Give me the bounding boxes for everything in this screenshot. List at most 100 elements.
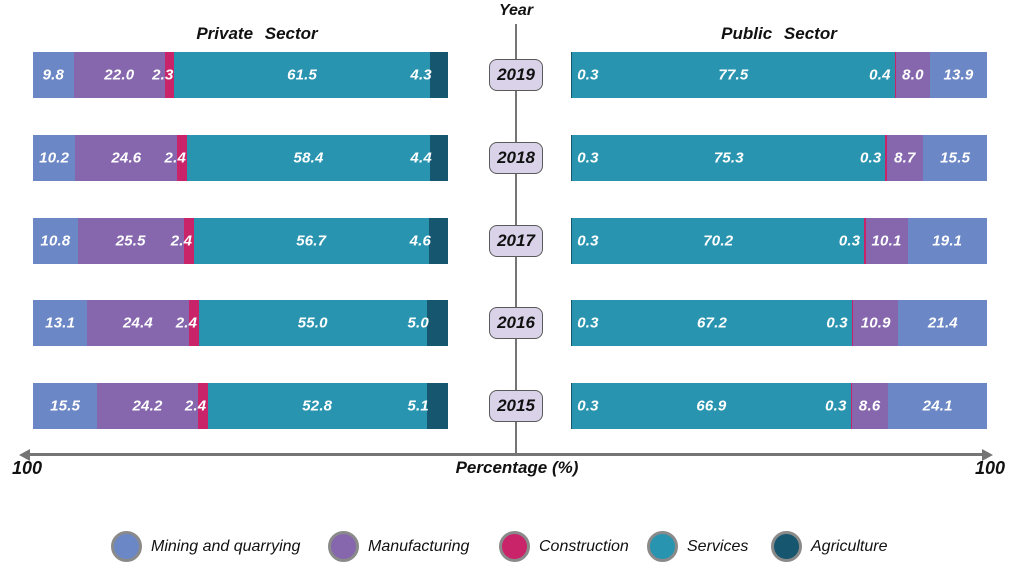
private-services-value-label: 61.5	[287, 66, 318, 84]
legend-label: Manufacturing	[368, 537, 470, 555]
public-manufacturing-segment: 8.7	[886, 135, 923, 181]
legend-label: Services	[687, 537, 749, 555]
public-manufacturing-value-label: 10.9	[860, 314, 891, 332]
private-manufacturing-value-label: 22.0	[104, 66, 135, 84]
private-agriculture-value-label: 4.3	[410, 66, 432, 84]
axis-max-right: 100	[974, 458, 1005, 478]
private-services-segment: 56.7	[193, 218, 429, 264]
private-manufacturing-segment: 24.4	[87, 300, 189, 346]
private-sector-bar-2018: 10.2 24.6 2.4 58.4 4.4	[33, 135, 448, 181]
private-manufacturing-value-label: 24.2	[132, 397, 163, 415]
year-axis-title: Year	[498, 2, 534, 19]
public-agriculture-segment: 0.3	[571, 218, 598, 264]
public-mining-segment: 24.1	[887, 383, 987, 429]
legend-label: Agriculture	[811, 537, 888, 555]
public-construction-value-label: 0.3	[838, 232, 861, 250]
private-sector-bar-2019: 9.8 22.0 2.3 61.5 4.3	[33, 52, 448, 98]
private-construction-segment: 2.4	[165, 135, 188, 181]
public-mining-value-label: 19.1	[932, 232, 963, 250]
legend-item-construction: Construction	[499, 531, 629, 562]
public-construction-segment: 0.3	[826, 300, 854, 346]
public-manufacturing-segment: 10.9	[853, 300, 899, 346]
private-manufacturing-segment: 25.5	[77, 218, 184, 264]
manufacturing-swatch-icon	[328, 531, 359, 562]
public-agriculture-value-label: 0.3	[577, 149, 599, 167]
public-construction-value-label: 0.4	[869, 66, 891, 84]
public-agriculture-value-label: 0.3	[577, 66, 599, 84]
construction-swatch-icon	[499, 531, 530, 562]
private-manufacturing-value-label: 24.4	[122, 314, 153, 332]
axis-arrow-right-icon	[982, 448, 993, 461]
private-manufacturing-segment: 22.0	[73, 52, 165, 98]
public-manufacturing-segment: 8.6	[851, 383, 888, 429]
private-sector-title: Private Sector	[196, 24, 318, 43]
year-label-2018: 2018	[489, 142, 543, 174]
public-construction-segment: 0.4	[869, 52, 897, 98]
public-manufacturing-value-label: 10.1	[871, 232, 902, 250]
axis-max-left: 100	[12, 458, 43, 478]
private-agriculture-value-label: 5.1	[407, 397, 429, 415]
private-mining-value-label: 13.1	[45, 314, 76, 332]
legend-item-manufacturing: Manufacturing	[328, 531, 469, 562]
public-construction-value-label: 0.3	[826, 314, 848, 332]
public-services-value-label: 70.2	[703, 232, 734, 250]
public-agriculture-value-label: 0.3	[577, 397, 599, 415]
private-manufacturing-value-label: 24.6	[111, 149, 142, 167]
private-agriculture-value-label: 4.6	[409, 232, 432, 250]
private-mining-segment: 15.5	[33, 383, 98, 429]
public-mining-value-label: 13.9	[943, 66, 974, 84]
public-construction-segment: 0.3	[860, 135, 887, 181]
legend-item-mining: Mining and quarrying	[111, 531, 300, 562]
private-sector-bar-2016: 13.1 24.4 2.4 55.0 5.0	[33, 300, 448, 346]
private-services-segment: 58.4	[187, 135, 430, 181]
public-manufacturing-value-label: 8.7	[894, 149, 916, 167]
public-construction-value-label: 0.3	[860, 149, 882, 167]
public-agriculture-segment: 0.3	[571, 383, 598, 429]
public-sector-title: Public Sector	[721, 24, 837, 43]
public-manufacturing-value-label: 8.0	[902, 66, 924, 84]
mining-swatch-icon	[111, 531, 142, 562]
private-agriculture-segment: 5.0	[408, 300, 448, 346]
legend-item-agriculture: Agriculture	[771, 531, 887, 562]
public-manufacturing-value-label: 8.6	[858, 397, 881, 415]
private-services-segment: 52.8	[207, 383, 427, 429]
private-construction-value-label: 2.4	[164, 149, 186, 167]
year-label-2016: 2016	[489, 307, 543, 339]
private-services-segment: 55.0	[198, 300, 427, 346]
public-mining-segment: 19.1	[907, 218, 987, 264]
percentage-axis-line	[29, 453, 983, 456]
public-services-segment: 67.2	[572, 300, 852, 346]
year-label-2019: 2019	[489, 59, 543, 91]
private-manufacturing-value-label: 25.5	[115, 232, 146, 250]
private-mining-value-label: 10.2	[39, 149, 70, 167]
private-construction-value-label: 2.4	[184, 397, 207, 415]
public-mining-segment: 13.9	[929, 52, 987, 98]
public-sector-bar-2015: 0.3 66.9 0.3 8.6 24.1	[571, 383, 987, 429]
private-construction-segment: 2.4	[176, 300, 199, 346]
public-mining-value-label: 15.5	[940, 149, 971, 167]
legend-label: Mining and quarrying	[151, 537, 301, 555]
private-construction-value-label: 2.3	[152, 66, 174, 84]
private-mining-value-label: 10.8	[40, 232, 71, 250]
public-mining-segment: 15.5	[922, 135, 987, 181]
legend-item-services: Services	[647, 531, 748, 562]
public-services-value-label: 66.9	[696, 397, 727, 415]
legend-label: Construction	[539, 537, 629, 555]
public-services-segment: 77.5	[572, 52, 895, 98]
private-construction-segment: 2.4	[171, 218, 194, 264]
private-agriculture-segment: 4.3	[410, 52, 448, 98]
public-mining-value-label: 21.4	[927, 314, 958, 332]
public-services-value-label: 77.5	[718, 66, 749, 84]
year-label-2015: 2015	[489, 390, 543, 422]
year-label-2017: 2017	[489, 225, 543, 257]
private-agriculture-segment: 4.4	[410, 135, 448, 181]
public-services-value-label: 67.2	[697, 314, 727, 332]
public-manufacturing-segment: 10.1	[865, 218, 908, 264]
private-construction-value-label: 2.4	[170, 232, 193, 250]
public-agriculture-segment: 0.3	[571, 300, 598, 346]
public-services-segment: 70.2	[572, 218, 865, 264]
public-services-segment: 66.9	[572, 383, 851, 429]
public-mining-segment: 21.4	[898, 300, 987, 346]
private-mining-segment: 10.2	[33, 135, 76, 181]
private-services-value-label: 56.7	[296, 232, 327, 250]
